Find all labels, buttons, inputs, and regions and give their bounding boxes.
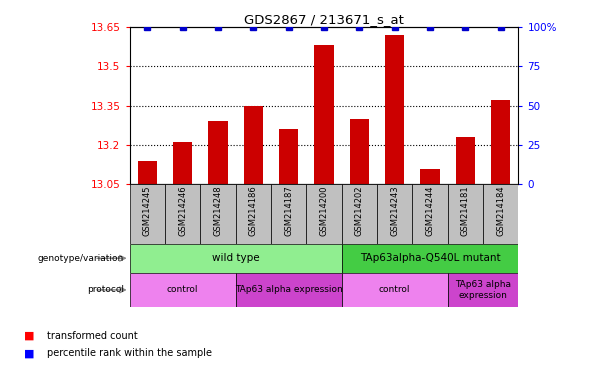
Text: percentile rank within the sample: percentile rank within the sample xyxy=(47,348,212,358)
Bar xyxy=(306,184,342,244)
Text: protocol: protocol xyxy=(87,285,124,295)
Text: GSM214245: GSM214245 xyxy=(143,186,152,237)
Bar xyxy=(244,106,263,184)
Bar xyxy=(342,244,518,273)
Bar xyxy=(448,273,518,307)
Bar xyxy=(200,184,236,244)
Bar xyxy=(491,100,510,184)
Text: GSM214243: GSM214243 xyxy=(390,186,399,237)
Bar xyxy=(209,121,227,184)
Text: wild type: wild type xyxy=(212,253,259,263)
Text: TAp63 alpha expression: TAp63 alpha expression xyxy=(235,285,342,295)
Text: GSM214200: GSM214200 xyxy=(319,186,329,237)
Text: GSM214202: GSM214202 xyxy=(355,186,364,237)
Bar xyxy=(165,184,200,244)
Bar xyxy=(448,184,483,244)
Bar xyxy=(271,184,306,244)
Bar xyxy=(130,184,165,244)
Text: genotype/variation: genotype/variation xyxy=(38,254,124,263)
Text: GSM214184: GSM214184 xyxy=(496,186,505,237)
Bar xyxy=(137,161,157,184)
Bar xyxy=(483,184,518,244)
Text: GSM214181: GSM214181 xyxy=(461,186,470,237)
Bar xyxy=(130,273,236,307)
Bar xyxy=(456,137,475,184)
Bar xyxy=(350,119,369,184)
Text: GSM214246: GSM214246 xyxy=(178,186,187,237)
Text: GSM214244: GSM214244 xyxy=(425,186,435,237)
Bar xyxy=(236,273,342,307)
Text: ■: ■ xyxy=(24,331,34,341)
Text: control: control xyxy=(379,285,411,295)
Text: GSM214248: GSM214248 xyxy=(213,186,223,237)
Text: transformed count: transformed count xyxy=(47,331,138,341)
Title: GDS2867 / 213671_s_at: GDS2867 / 213671_s_at xyxy=(244,13,404,26)
Bar xyxy=(421,169,439,184)
Bar xyxy=(342,273,448,307)
Bar xyxy=(385,35,405,184)
Bar xyxy=(342,184,377,244)
Bar xyxy=(279,129,299,184)
Text: ■: ■ xyxy=(24,348,34,358)
Bar xyxy=(412,184,448,244)
Text: TAp63alpha-Q540L mutant: TAp63alpha-Q540L mutant xyxy=(360,253,500,263)
Bar xyxy=(173,142,192,184)
Text: TAp63 alpha
expression: TAp63 alpha expression xyxy=(455,280,511,300)
Bar xyxy=(236,184,271,244)
Text: GSM214186: GSM214186 xyxy=(249,186,258,237)
Bar xyxy=(130,244,342,273)
Bar xyxy=(377,184,412,244)
Bar xyxy=(315,45,333,184)
Text: control: control xyxy=(167,285,198,295)
Text: GSM214187: GSM214187 xyxy=(284,186,293,237)
